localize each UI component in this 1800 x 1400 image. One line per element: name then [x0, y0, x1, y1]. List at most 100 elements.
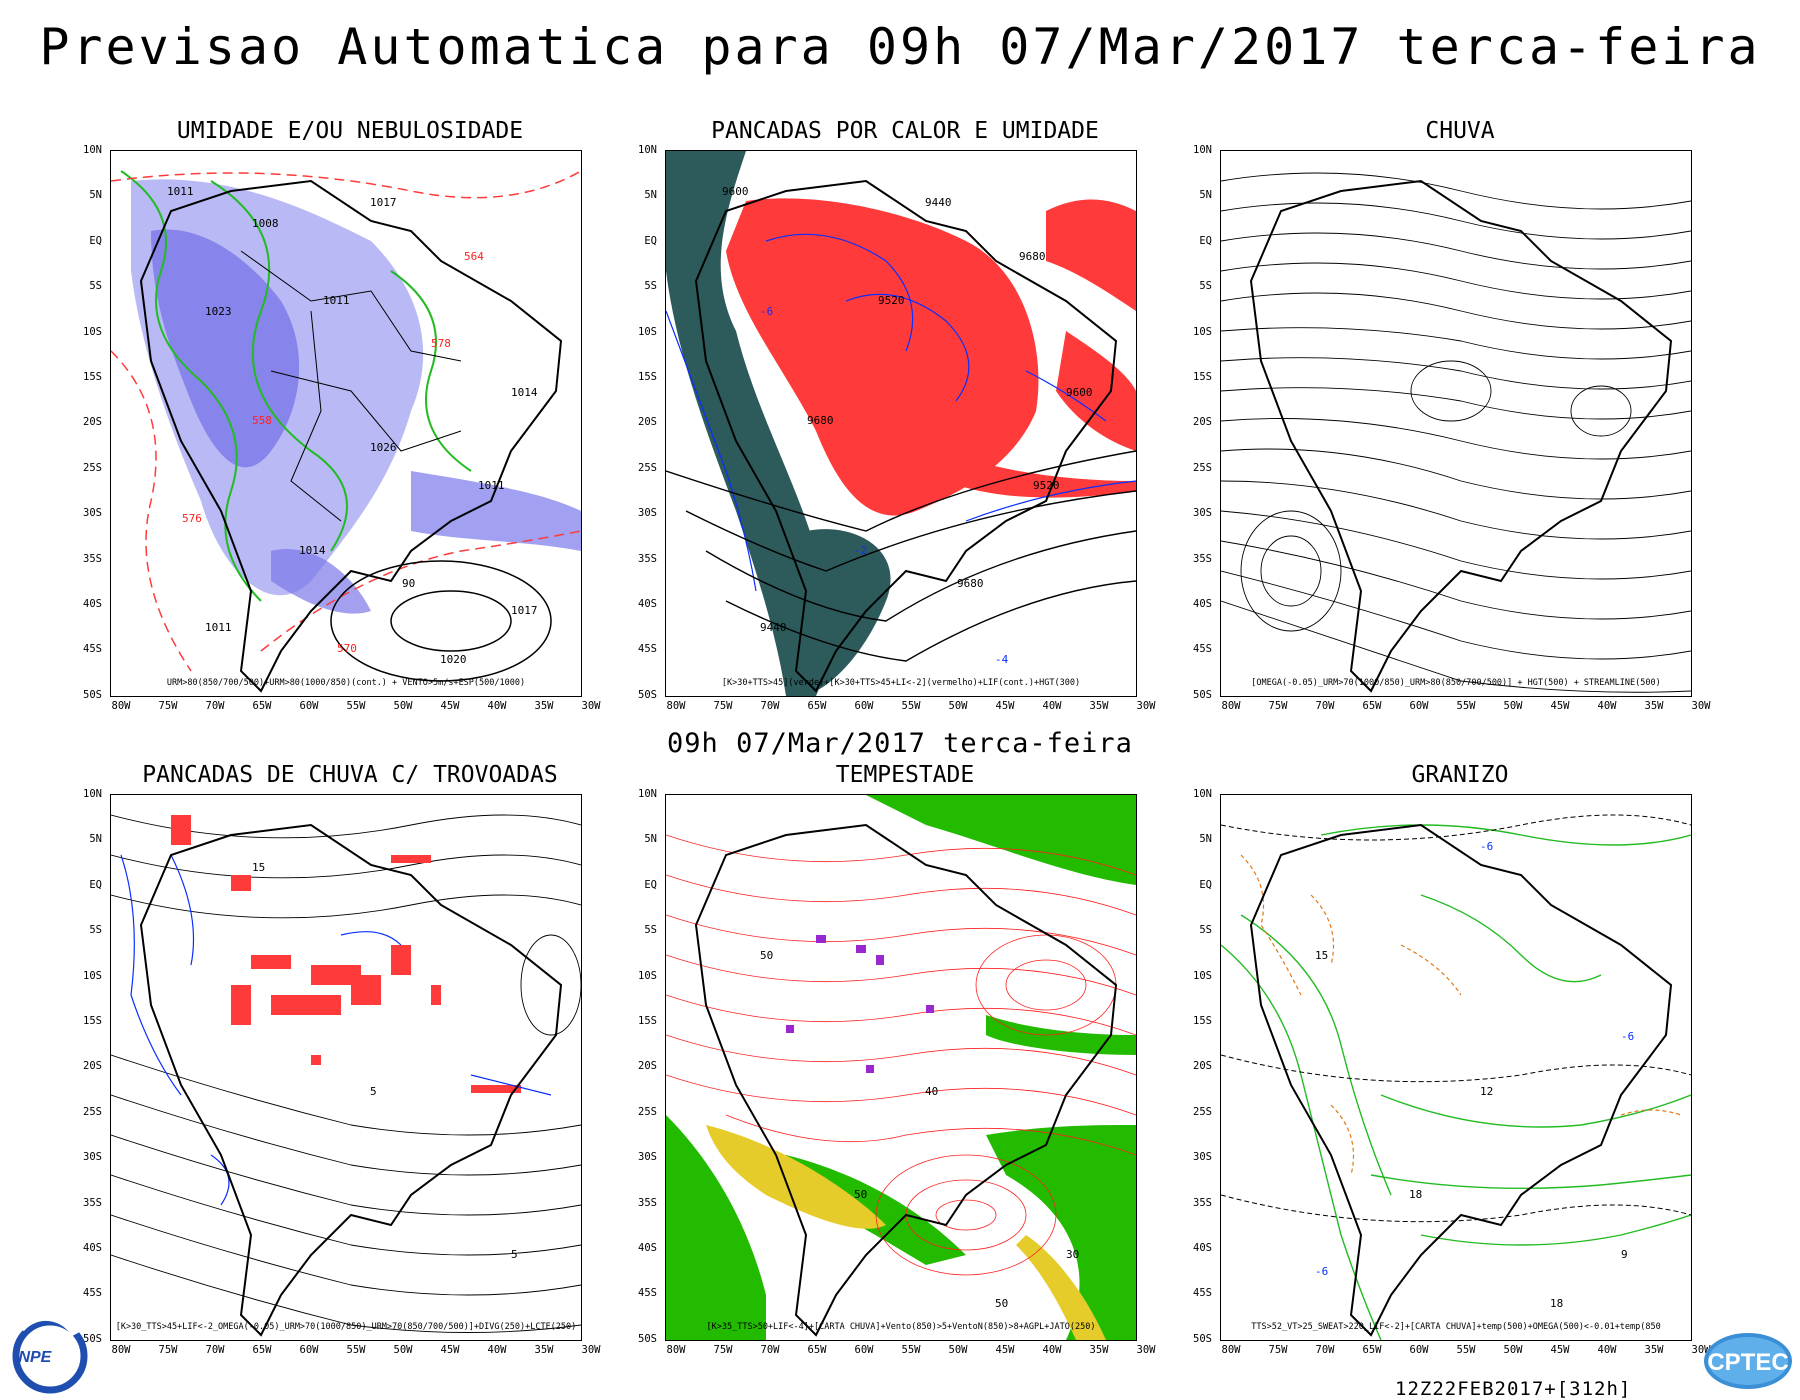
lat-label: EQ	[644, 235, 657, 247]
map-storm[interactable]: 50 50 50 40 30 [K>35_TTS>50+LIF<-4]+[CARTA C…	[665, 794, 1137, 1341]
map-heat-showers[interactable]: 9680 9680 9680 9600 9520 9520 9440 9440 9600 -2 -4…	[665, 150, 1137, 697]
lon-label: 35W	[1089, 1344, 1109, 1356]
contour-label: 578	[431, 337, 451, 350]
rain-streamlines	[1221, 172, 1691, 693]
lat-label: 10S	[1193, 326, 1212, 338]
lat-label: 50S	[638, 1333, 657, 1345]
lat-label: 15S	[83, 1015, 102, 1027]
lat-label: 35S	[638, 553, 657, 565]
hail-layer: -6 -6 -6 18 18 15 12 9	[1221, 814, 1691, 1340]
map-thunderstorm-showers[interactable]: 5 5 15 [K>30_TTS>45+LIF<-2_OMEGA(-0.05)_UR…	[110, 794, 582, 1341]
lat-label: 5N	[1199, 189, 1212, 201]
contour-label: 5	[511, 1248, 518, 1261]
panel-title: TEMPESTADE	[835, 762, 975, 788]
map-humidity[interactable]: 1011 1011 1011 1011 1017 1014 1014 1020 1023 1026…	[110, 150, 582, 697]
lon-label: 30W	[1691, 1344, 1711, 1356]
contour-label: 50	[995, 1297, 1008, 1310]
lon-label: 80W	[666, 700, 686, 712]
contour-label: 9680	[957, 577, 984, 590]
lat-label: 5S	[1199, 280, 1212, 292]
lon-label: 75W	[1268, 700, 1288, 712]
lat-label: 25S	[1193, 462, 1212, 474]
lon-label: 45W	[1550, 700, 1570, 712]
lon-label: 50W	[393, 1344, 413, 1356]
contour-label: 90	[402, 577, 415, 590]
humidity-layer: 1011 1011 1011 1011 1017 1014 1014 1020 1023 1026…	[111, 170, 581, 693]
lat-label: 15S	[1193, 1015, 1212, 1027]
panel-caption: TTS>52_VT>25_SWEAT>220_LIF<-2]+[CARTA CH…	[1251, 1322, 1661, 1332]
inpe-logo[interactable]: INPE	[6, 1310, 90, 1396]
lat-label: 10N	[1193, 144, 1212, 156]
lon-label: 35W	[1089, 700, 1109, 712]
lon-label: 30W	[1136, 700, 1156, 712]
lat-label: 5S	[644, 280, 657, 292]
lat-label: EQ	[89, 235, 102, 247]
contour-label: 9680	[1019, 250, 1046, 263]
lat-label: 20S	[83, 416, 102, 428]
contour-label: 50	[760, 949, 773, 962]
lat-label: 5S	[89, 280, 102, 292]
lon-label: 70W	[1315, 1344, 1335, 1356]
lat-label: 5S	[89, 924, 102, 936]
lat-label: 5N	[89, 189, 102, 201]
cptec-logo[interactable]: CPTEC	[1702, 1330, 1794, 1392]
thunderstorm-layer: 5 5 15	[111, 814, 581, 1337]
lon-label: 70W	[1315, 700, 1335, 712]
lat-label: 45S	[1193, 1287, 1212, 1299]
lat-label: 10N	[638, 788, 657, 800]
cptec-text: CPTEC	[1707, 1349, 1788, 1376]
contour-label: 576	[182, 512, 202, 525]
contour-label: -6	[1480, 840, 1493, 853]
lat-label: 15S	[1193, 371, 1212, 383]
lat-label: 50S	[1193, 689, 1212, 701]
lon-label: 40W	[487, 1344, 507, 1356]
lat-label: 40S	[83, 598, 102, 610]
lat-label: 35S	[83, 1197, 102, 1209]
contour-label: 1017	[511, 604, 538, 617]
lon-label: 35W	[1644, 1344, 1664, 1356]
lat-label: 5S	[1199, 924, 1212, 936]
storm-layer: 50 50 50 40 30	[666, 795, 1136, 1340]
lat-label: 5S	[644, 924, 657, 936]
lat-label: 10S	[83, 970, 102, 982]
lon-label: 40W	[1042, 700, 1062, 712]
lat-label: 5N	[1199, 833, 1212, 845]
lon-label: 35W	[1644, 700, 1664, 712]
lat-label: 10S	[83, 326, 102, 338]
contour-label: -6	[760, 305, 773, 318]
lat-label: 50S	[1193, 1333, 1212, 1345]
lat-label: 5N	[89, 833, 102, 845]
contour-label: 1026	[370, 441, 397, 454]
lat-label: 30S	[1193, 1151, 1212, 1163]
lon-label: 75W	[158, 1344, 178, 1356]
panel-heat-showers: PANCADAS POR CALOR E UMIDADE 9	[615, 118, 1195, 748]
lon-label: 75W	[713, 700, 733, 712]
map-rain[interactable]: [OMEGA(-0.05)_URM>70(1000/850)_URM>80(85…	[1220, 150, 1692, 697]
contour-label: 558	[252, 414, 272, 427]
lat-label: 45S	[1193, 643, 1212, 655]
lat-label: EQ	[1199, 879, 1212, 891]
lat-label: 35S	[1193, 1197, 1212, 1209]
lon-label: 55W	[901, 1344, 921, 1356]
lon-label: 55W	[346, 1344, 366, 1356]
lon-label: 35W	[534, 1344, 554, 1356]
map-hail[interactable]: -6 -6 -6 18 18 15 12 9 TTS>52_VT>25_SWEAT>220_L…	[1220, 794, 1692, 1341]
contour-label: 9	[1621, 1248, 1628, 1261]
lon-label: 60W	[854, 700, 874, 712]
contour-label: 9520	[1033, 479, 1060, 492]
lat-label: 15S	[638, 1015, 657, 1027]
lat-label: 25S	[1193, 1106, 1212, 1118]
lat-label: 15S	[638, 371, 657, 383]
inpe-text: INPE	[14, 1349, 53, 1366]
lon-label: 60W	[1409, 1344, 1429, 1356]
lon-label: 35W	[534, 700, 554, 712]
lat-label: EQ	[89, 879, 102, 891]
panel-caption: [K>35_TTS>50+LIF<-4]+[CARTA CHUVA]+Vento…	[706, 1322, 1096, 1332]
panel-storm: TEMPESTADE	[615, 762, 1195, 1392]
lon-label: 60W	[854, 1344, 874, 1356]
contour-label: 9520	[878, 294, 905, 307]
lat-label: 40S	[1193, 598, 1212, 610]
lon-label: 30W	[581, 1344, 601, 1356]
lon-label: 55W	[1456, 1344, 1476, 1356]
panel-caption: URM>80(850/700/500)+URM>80(1000/850)(con…	[166, 678, 526, 688]
